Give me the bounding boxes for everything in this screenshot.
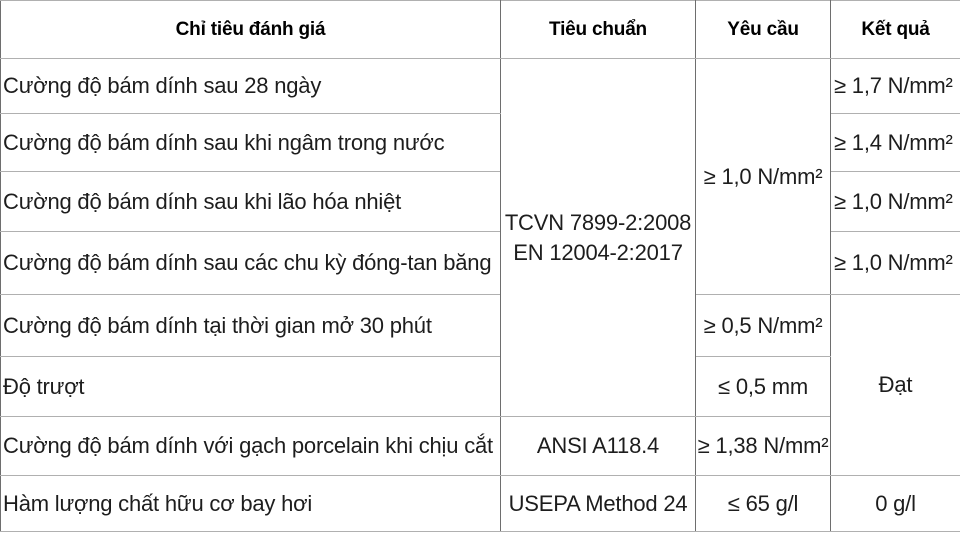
standard-cell: ANSI A118.4 <box>500 416 696 476</box>
criterion-cell: Cường độ bám dính sau khi lão hóa nhiệt <box>0 171 501 232</box>
result-cell: ≥ 1,7 N/mm² <box>830 58 960 114</box>
result-cell: ≥ 1,4 N/mm² <box>830 113 960 172</box>
result-cell-merged: Đạt <box>830 294 960 476</box>
table-row: Độ trượt ≤ 0,5 mm <box>0 356 960 417</box>
criterion-cell: Độ trượt <box>0 356 501 417</box>
table-row: Cường độ bám dính với gạch porcelain khi… <box>0 416 960 476</box>
criterion-cell: Hàm lượng chất hữu cơ bay hơi <box>0 475 501 532</box>
table-row: Hàm lượng chất hữu cơ bay hơi USEPA Meth… <box>0 475 960 532</box>
header-row: Chỉ tiêu đánh giá Tiêu chuẩn Yêu cầu Kết… <box>0 0 960 59</box>
header-criterion: Chỉ tiêu đánh giá <box>0 0 501 59</box>
standard-line-1: TCVN 7899-2:2008 <box>504 209 692 235</box>
standard-cell: USEPA Method 24 <box>500 475 696 532</box>
header-requirement: Yêu cầu <box>695 0 831 59</box>
result-cell: ≥ 1,0 N/mm² <box>830 171 960 232</box>
requirement-cell: ≤ 0,5 mm <box>695 356 831 417</box>
criterion-cell: Cường độ bám dính sau các chu kỳ đóng-ta… <box>0 231 501 295</box>
criterion-cell: Cường độ bám dính với gạch porcelain khi… <box>0 416 501 476</box>
criterion-cell: Cường độ bám dính sau khi ngâm trong nướ… <box>0 113 501 172</box>
standard-cell-merged: TCVN 7899-2:2008 EN 12004-2:2017 <box>500 58 696 417</box>
header-result: Kết quả <box>830 0 960 59</box>
requirement-cell: ≥ 1,38 N/mm² <box>695 416 831 476</box>
requirement-cell: ≥ 0,5 N/mm² <box>695 294 831 357</box>
result-cell: 0 g/l <box>830 475 960 532</box>
standard-line-2: EN 12004-2:2017 <box>513 239 683 265</box>
requirement-cell-merged: ≥ 1,0 N/mm² <box>695 58 831 295</box>
header-standard: Tiêu chuẩn <box>500 0 696 59</box>
result-cell: ≥ 1,0 N/mm² <box>830 231 960 295</box>
table-row: Cường độ bám dính tại thời gian mở 30 ph… <box>0 294 960 476</box>
table-row: Cường độ bám dính sau 28 ngày TCVN 7899-… <box>0 58 960 417</box>
table-row: Cường độ bám dính sau khi ngâm trong nướ… <box>0 113 960 172</box>
criterion-cell: Cường độ bám dính tại thời gian mở 30 ph… <box>0 294 501 357</box>
criterion-cell: Cường độ bám dính sau 28 ngày <box>0 58 501 114</box>
requirement-cell: ≤ 65 g/l <box>695 475 831 532</box>
